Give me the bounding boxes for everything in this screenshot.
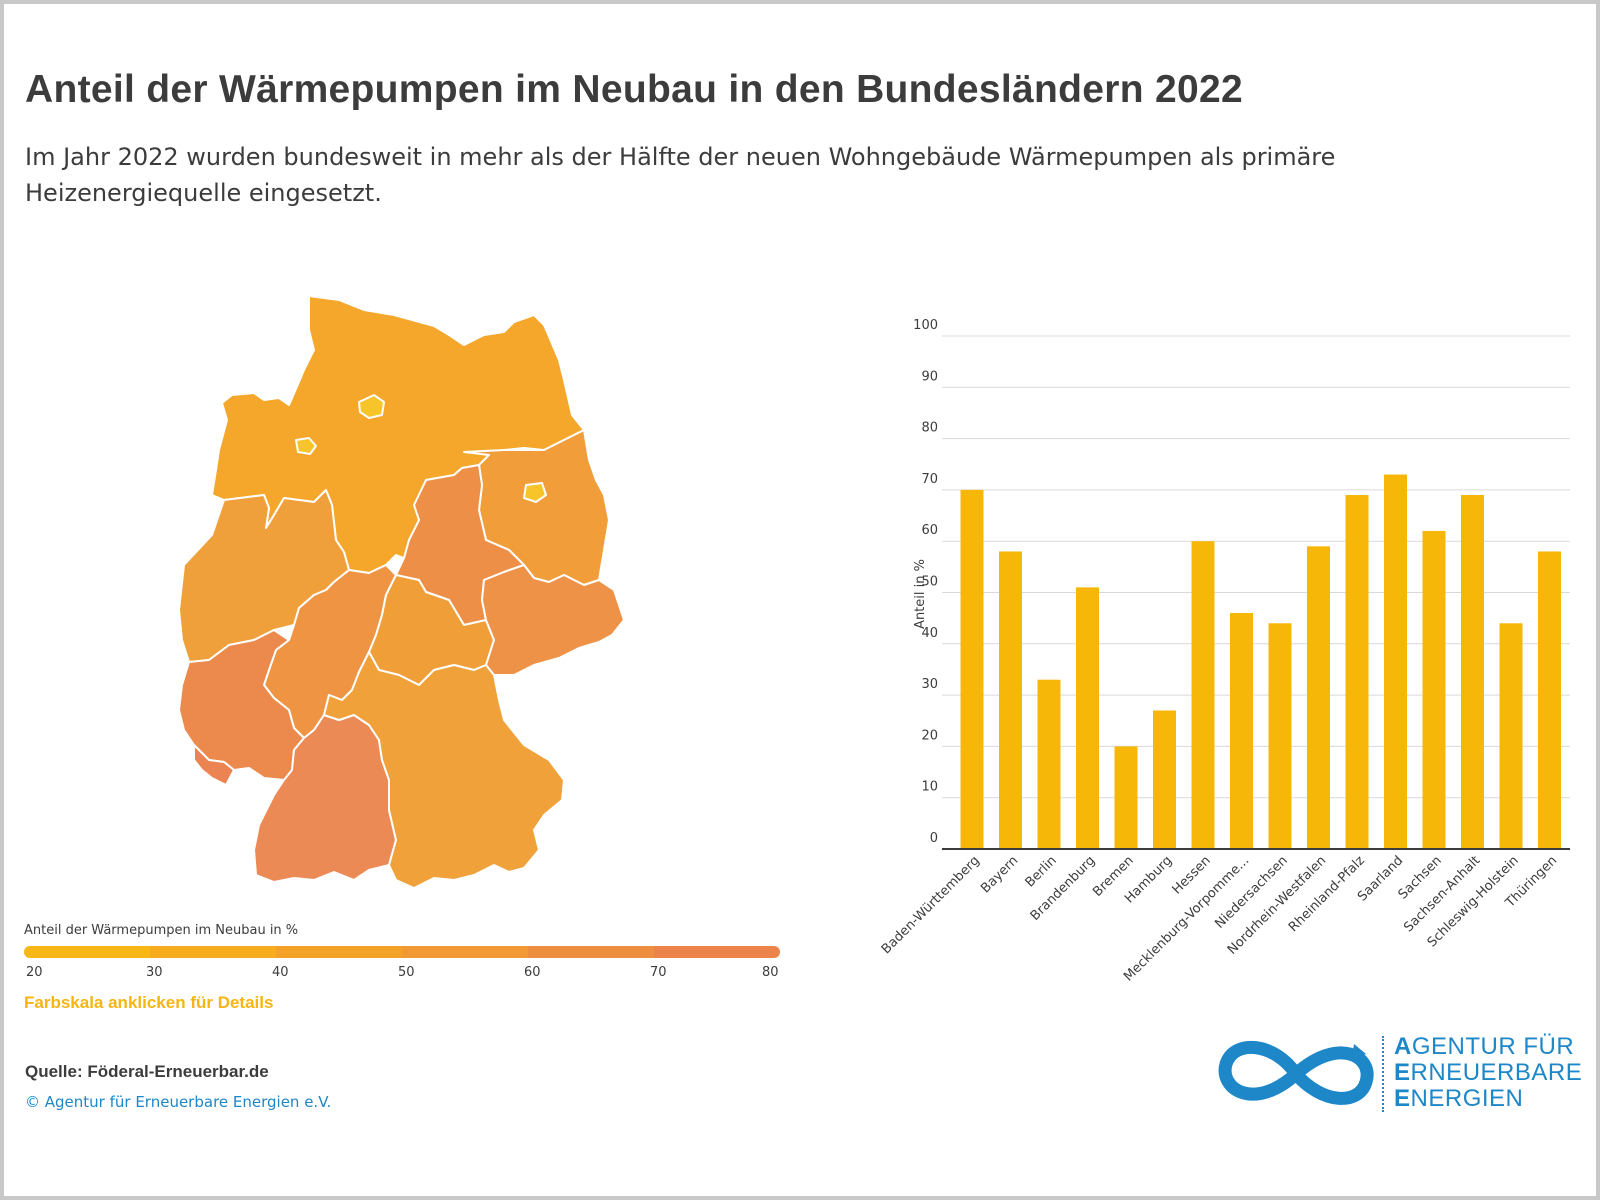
logo-line-2: ERNEUERBARE — [1394, 1059, 1583, 1086]
bar — [999, 551, 1022, 849]
bar — [960, 489, 984, 849]
color-scale-segment[interactable] — [528, 946, 654, 958]
color-scale-tick: 30 — [146, 965, 163, 980]
logo-line-3: ENERGIEN — [1394, 1085, 1524, 1112]
map-region-hamburg[interactable] — [358, 394, 385, 419]
bar — [1384, 474, 1407, 849]
y-axis-label: Anteil in % — [913, 559, 928, 629]
color-scale-tick: 70 — [650, 965, 667, 980]
y-tick-label: 40 — [921, 626, 938, 641]
color-scale-tick: 50 — [398, 965, 415, 980]
map-region-bayern[interactable] — [323, 651, 565, 889]
bar — [1461, 495, 1484, 849]
color-scale[interactable] — [24, 946, 780, 958]
bar — [1268, 623, 1292, 849]
x-tick-label: Berlin — [1023, 853, 1060, 890]
map-region-berlin[interactable] — [523, 482, 547, 503]
y-tick-label: 30 — [921, 677, 938, 692]
bar — [1307, 546, 1330, 849]
color-scale-segment[interactable] — [24, 946, 150, 958]
y-tick-label: 10 — [921, 780, 938, 795]
x-tick-label: Bayern — [978, 853, 1021, 896]
logo-separator — [1382, 1036, 1384, 1112]
map-region-sachsen[interactable] — [481, 564, 625, 676]
y-tick-label: 60 — [921, 523, 938, 538]
y-tick-label: 0 — [930, 831, 938, 846]
color-scale-segment[interactable] — [654, 946, 780, 958]
y-tick-label: 90 — [921, 369, 938, 384]
y-tick-label: 80 — [921, 421, 938, 436]
bar-chart: 0 10 20 30 40 50 60 70 80 90 100 Anteil in % Baden-W… — [879, 318, 1570, 984]
color-scale-segment[interactable] — [402, 946, 528, 958]
map-region-saarland[interactable] — [193, 744, 235, 786]
bar — [1114, 746, 1138, 849]
bar — [1230, 613, 1253, 849]
y-tick-label: 100 — [913, 318, 938, 333]
color-scale-segment[interactable] — [150, 946, 276, 958]
map-region-bremen[interactable] — [295, 437, 317, 455]
source-text: Quelle: Föderal-Erneuerbar.de — [25, 1062, 269, 1081]
color-scale-segment[interactable] — [276, 946, 402, 958]
color-scale-tick: 20 — [26, 965, 43, 980]
germany-map — [178, 295, 625, 889]
x-tick-label: Baden-Württemberg — [879, 853, 983, 957]
bar — [1153, 710, 1176, 849]
color-scale-tick: 40 — [272, 965, 289, 980]
copyright-text[interactable]: © Agentur für Erneuerbare Energien e.V. — [25, 1093, 332, 1111]
color-scale-tick: 60 — [524, 965, 541, 980]
bar — [1345, 495, 1369, 849]
color-scale-tick: 80 — [762, 965, 779, 980]
y-tick-label: 20 — [921, 728, 938, 743]
y-tick-label: 50 — [921, 575, 938, 590]
legend-title: Anteil der Wärmepumpen im Neubau in % — [24, 923, 299, 938]
bar — [1076, 587, 1099, 849]
bar — [1422, 530, 1446, 849]
y-tick-label: 70 — [921, 472, 938, 487]
page-title: Anteil der Wärmepumpen im Neubau in den … — [25, 68, 1243, 111]
bar — [1191, 541, 1215, 849]
infinity-logo-icon — [1218, 1040, 1374, 1105]
infographic-frame: Anteil der Wärmepumpen im Neubau in den … — [4, 4, 1596, 1196]
logo-text: AGENTUR FÜR ERNEUERBARE ENERGIEN — [1382, 1033, 1583, 1112]
page-subtitle: Im Jahr 2022 wurden bundesweit in mehr a… — [25, 143, 1336, 207]
bar — [1499, 623, 1523, 849]
bar — [1538, 551, 1561, 849]
logo-line-1: AGENTUR FÜR — [1394, 1033, 1575, 1060]
color-scale-hint[interactable]: Farbskala anklicken für Details — [24, 993, 274, 1012]
bar — [1037, 679, 1061, 849]
